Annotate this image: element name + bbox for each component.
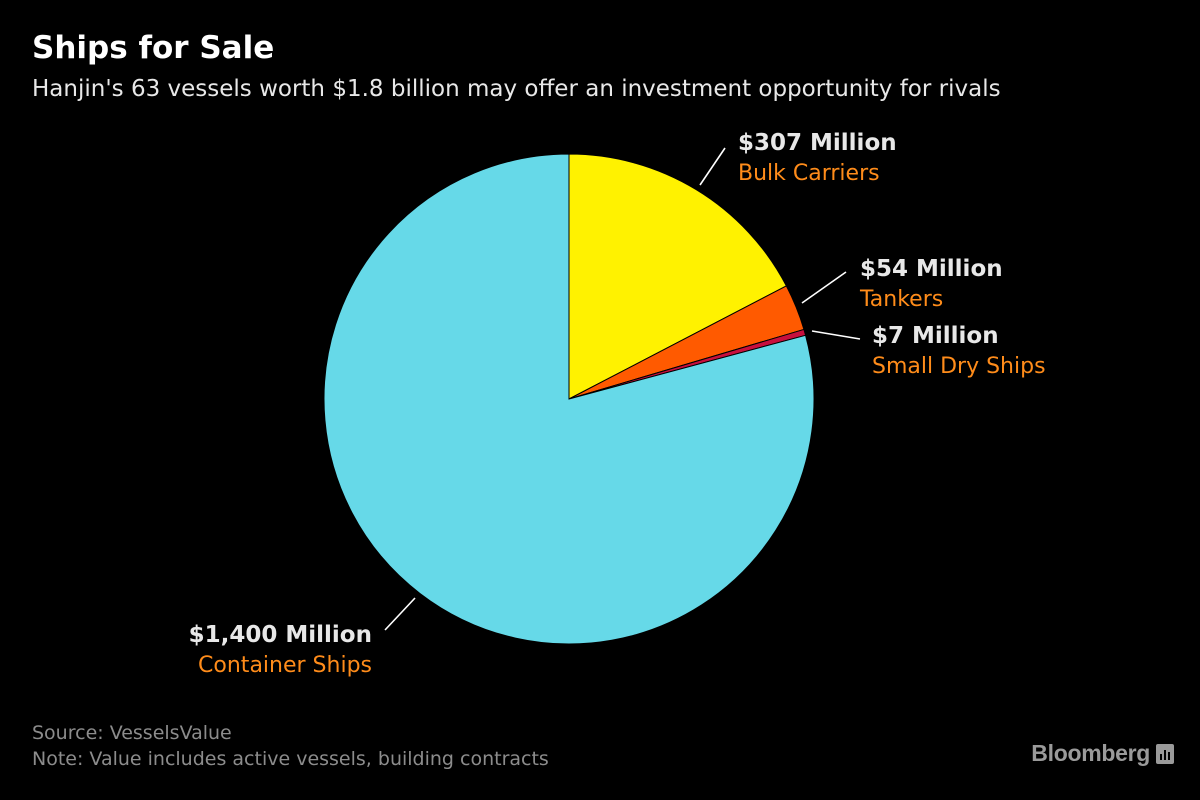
bloomberg-chart-icon: [1156, 743, 1174, 764]
slice-value-label: $307 Million: [738, 130, 897, 156]
chart-title: Ships for Sale: [32, 30, 275, 66]
slice-category-label: Bulk Carriers: [738, 161, 880, 186]
pie-slice-bulk-carriers: [568, 153, 788, 400]
slice-category-label: Tankers: [859, 287, 943, 312]
leader-line: [801, 271, 847, 304]
note-text: Note: Value includes active vessels, bui…: [32, 748, 549, 770]
slice-labels: $307 Million Bulk Carriers $54 Million Tank…: [189, 130, 1046, 678]
leader-line: [699, 147, 726, 186]
slice-value-label: $54 Million: [860, 256, 1003, 282]
slice-value-label: $1,400 Million: [189, 622, 372, 648]
leader-line: [384, 597, 416, 631]
chart-subtitle: Hanjin's 63 vessels worth $1.8 billion m…: [32, 76, 1001, 102]
pie-slice-container-ships: [323, 153, 815, 645]
brand-name: Bloomberg: [1031, 740, 1150, 766]
slice-category-label: Small Dry Ships: [872, 354, 1046, 379]
pie-slices: [323, 153, 815, 645]
chart-footer: Source: VesselsValue Note: Value include…: [32, 720, 549, 772]
source-text: Source: VesselsValue: [32, 722, 232, 744]
slice-category-label: Container Ships: [198, 653, 372, 678]
brand-logo: Bloomberg: [1031, 740, 1174, 767]
leader-line: [811, 330, 861, 340]
leader-lines: [384, 147, 861, 631]
slice-value-label: $7 Million: [872, 323, 999, 349]
